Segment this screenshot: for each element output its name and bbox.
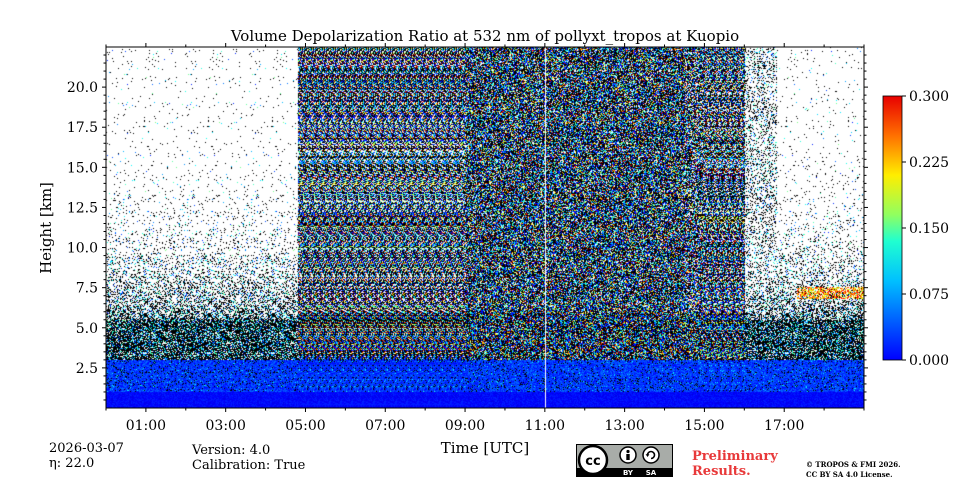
copyright-line-1: © TROPOS & FMI 2026. xyxy=(806,460,901,469)
sa-icon xyxy=(642,446,660,464)
x-tick-label: 07:00 xyxy=(365,418,405,434)
y-tick-label: 2.5 xyxy=(76,361,98,377)
y-tick-label: 7.5 xyxy=(76,281,98,297)
cc-license-badge: cc BY SA xyxy=(576,444,673,477)
colorbar-tick-label: 0.225 xyxy=(909,155,949,171)
x-tick-label: 03:00 xyxy=(206,418,246,434)
footer-eta: η: 22.0 xyxy=(49,456,95,471)
sa-text: SA xyxy=(646,469,657,477)
x-tick-label: 15:00 xyxy=(684,418,724,434)
y-tick-label: 15.0 xyxy=(67,160,98,176)
footer-date: 2026-03-07 xyxy=(49,441,124,456)
footer-date-block: 2026-03-07 η: 22.0 xyxy=(49,441,124,471)
y-tick-label: 12.5 xyxy=(67,200,98,216)
colorbar-tick-label: 0.300 xyxy=(909,89,949,105)
colorbar-tick-label: 0.000 xyxy=(909,353,949,369)
x-tick-label: 17:00 xyxy=(764,418,804,434)
preliminary-line-2: Results. xyxy=(692,464,751,479)
depolarization-heatmap xyxy=(106,47,864,408)
preliminary-line-1: Preliminary xyxy=(692,449,778,464)
x-tick-label: 11:00 xyxy=(525,418,565,434)
copyright: © TROPOS & FMI 2026. CC BY SA 4.0 Licens… xyxy=(806,460,901,480)
x-tick-label: 09:00 xyxy=(445,418,485,434)
footer-version-block: Version: 4.0 Calibration: True xyxy=(192,443,305,473)
by-text: BY xyxy=(623,469,634,477)
cc-text: cc xyxy=(585,454,600,469)
preliminary-results: Preliminary Results. xyxy=(692,449,778,479)
y-tick-label: 10.0 xyxy=(67,241,98,257)
chart-title: Volume Depolarization Ratio at 532 nm of… xyxy=(230,27,739,45)
colorbar xyxy=(882,95,903,361)
copyright-line-2: CC BY SA 4.0 License. xyxy=(806,470,893,479)
y-tick-label: 17.5 xyxy=(67,120,98,136)
y-tick-label: 20.0 xyxy=(67,80,98,96)
colorbar-ticks: 0.000 0.075 0.150 0.225 0.300 xyxy=(902,89,949,369)
y-tick-label: 5.0 xyxy=(76,321,98,337)
x-axis-label: Time [UTC] xyxy=(441,439,530,457)
footer-calibration: Calibration: True xyxy=(192,458,306,473)
y-axis-label: Height [km] xyxy=(37,182,55,274)
y-axis: 2.5 5.0 7.5 10.0 12.5 15.0 17.5 20.0 xyxy=(67,54,868,401)
x-axis: 01:00 03:00 05:00 07:00 09:00 11:00 13:00 15:00… xyxy=(105,43,865,434)
x-tick-label: 05:00 xyxy=(285,418,325,434)
plot-frame xyxy=(105,46,865,409)
x-tick-label: 01:00 xyxy=(126,418,166,434)
colorbar-tick-label: 0.150 xyxy=(909,221,949,237)
x-tick-label: 13:00 xyxy=(604,418,644,434)
colorbar-tick-label: 0.075 xyxy=(909,287,949,303)
footer-version: Version: 4.0 xyxy=(192,443,271,458)
